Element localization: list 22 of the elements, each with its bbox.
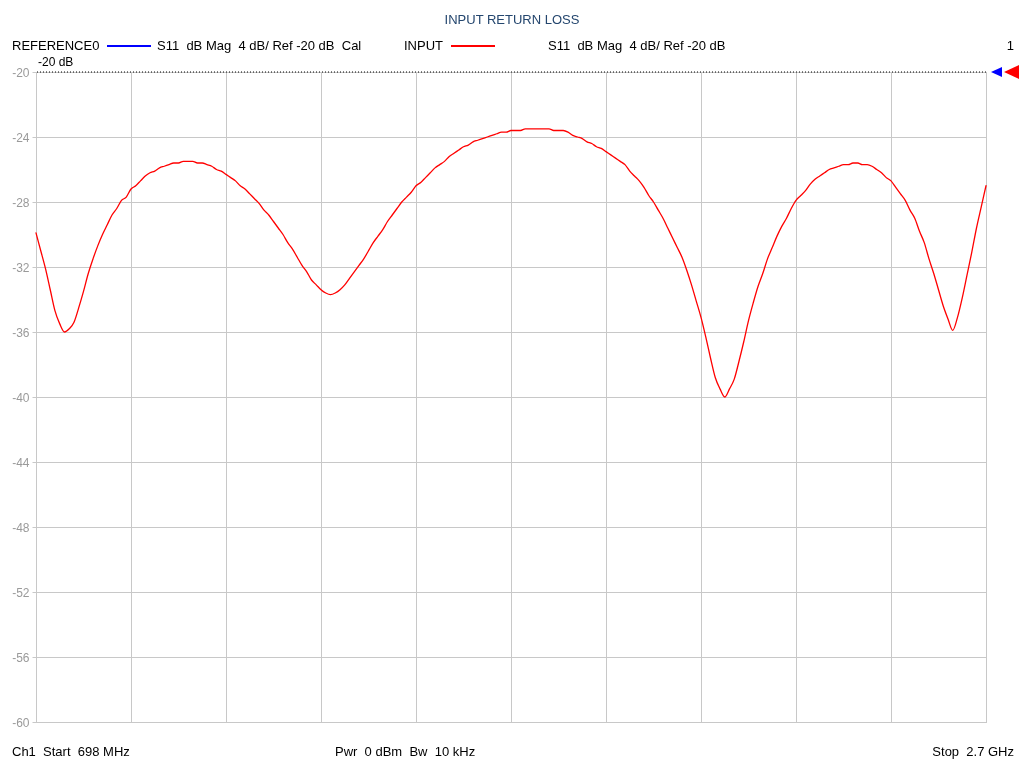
y-tick-label: -36 (12, 325, 30, 340)
legend-label: REFERENCE0 (12, 38, 100, 54)
y-tick-label: -48 (12, 520, 30, 535)
y-tick-label: -52 (12, 585, 30, 600)
line-series (35, 128, 987, 398)
y-tick-label: -56 (12, 650, 30, 665)
y-tick-label: -20 (12, 65, 30, 80)
y-tick-label: -44 (12, 455, 30, 470)
text: Pwr 0 dBm Bw 10 kHz (335, 744, 476, 760)
ref-line-label: -20 dB (38, 55, 74, 69)
text: 1 (1006, 38, 1014, 54)
text: Ch1 Start 698 MHz (12, 744, 130, 760)
y-tick-label: -24 (12, 130, 30, 145)
chart-title: INPUT RETURN LOSS (444, 12, 580, 28)
y-tick-label: -60 (12, 715, 30, 730)
text: S11 dB Mag 4 dB/ Ref -20 dB Cal (157, 38, 362, 54)
text: S11 dB Mag 4 dB/ Ref -20 dB (548, 38, 726, 54)
y-tick-label: -40 (12, 390, 30, 405)
legend-label: INPUT (404, 38, 443, 54)
y-tick-label: -32 (12, 260, 30, 275)
text: Stop 2.7 GHz (932, 744, 1014, 760)
y-tick-label: -28 (12, 195, 30, 210)
